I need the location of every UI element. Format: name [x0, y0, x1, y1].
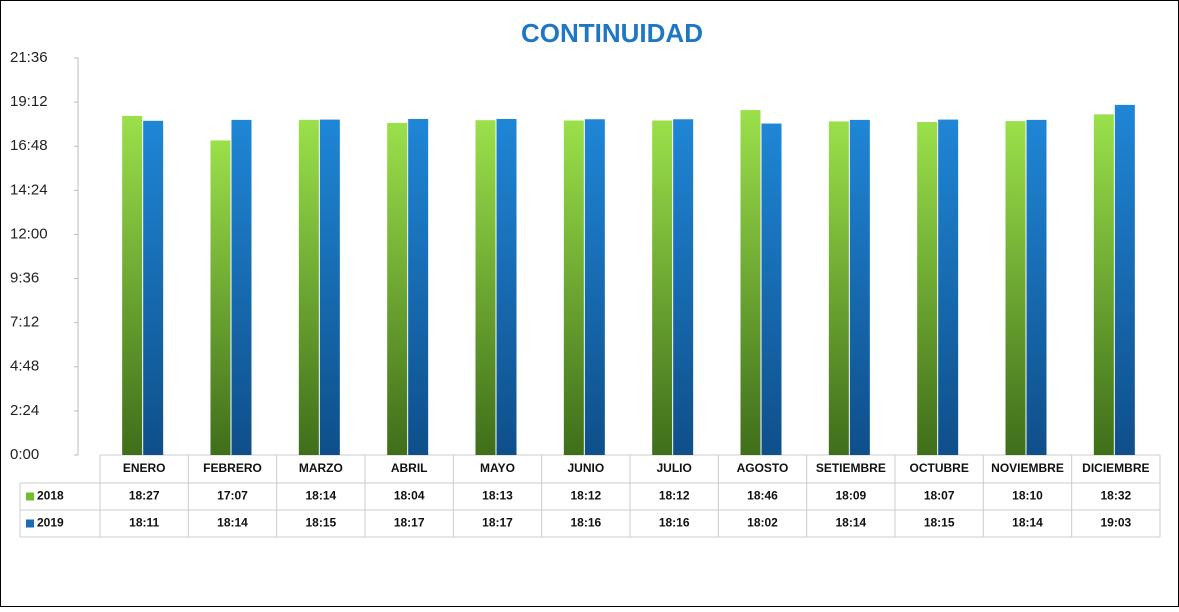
- data-label: 18:09: [835, 489, 866, 503]
- data-label: 18:32: [1100, 489, 1131, 503]
- x-tick-label: MAYO: [480, 461, 515, 475]
- bar: [475, 120, 496, 455]
- data-label: 18:12: [659, 489, 690, 503]
- y-tick-label: 2:24: [10, 402, 39, 419]
- y-tick-label: 12:00: [10, 225, 48, 242]
- y-tick-label: 21:36: [10, 49, 48, 66]
- data-label: 18:04: [394, 489, 425, 503]
- bar: [563, 120, 584, 456]
- data-label: 18:16: [570, 516, 601, 530]
- bar: [673, 119, 694, 455]
- bar: [387, 122, 408, 456]
- data-label: 18:11: [129, 516, 159, 530]
- bar: [1005, 121, 1026, 455]
- legend-label: 2018: [37, 489, 64, 503]
- data-label: 18:14: [217, 516, 248, 530]
- data-label: 18:17: [482, 516, 513, 530]
- bar: [938, 119, 959, 455]
- legend-key: [26, 492, 34, 501]
- data-label: 18:10: [1012, 489, 1043, 503]
- legend-key: [26, 519, 34, 528]
- bar: [740, 110, 761, 455]
- y-tick-label: 4:48: [10, 358, 39, 375]
- y-tick-label: 7:12: [10, 314, 39, 331]
- data-label: 19:03: [1100, 516, 1131, 530]
- x-tick-label: DICIEMBRE: [1082, 461, 1149, 475]
- bar: [319, 119, 340, 455]
- legend-label: 2019: [37, 516, 64, 530]
- data-label: 18:14: [1012, 516, 1043, 530]
- data-label: 18:14: [835, 516, 866, 530]
- bar: [1093, 114, 1114, 455]
- bar: [231, 119, 252, 456]
- bar: [828, 121, 849, 455]
- x-tick-label: ABRIL: [391, 461, 428, 475]
- data-label: 18:27: [129, 489, 160, 503]
- x-tick-label: AGOSTO: [737, 461, 789, 475]
- x-tick-label: OCTUBRE: [909, 461, 968, 475]
- y-tick-label: 19:12: [10, 93, 48, 110]
- bar: [298, 119, 319, 456]
- bar: [849, 119, 870, 456]
- data-label: 18:12: [570, 489, 601, 503]
- x-tick-label: NOVIEMBRE: [991, 461, 1064, 475]
- x-tick-label: SETIEMBRE: [816, 461, 886, 475]
- data-label: 18:17: [394, 516, 425, 530]
- y-tick-label: 0:00: [10, 446, 39, 463]
- bar: [408, 118, 429, 455]
- bar: [122, 115, 143, 455]
- bar: [1026, 119, 1047, 456]
- data-label: 18:13: [482, 489, 513, 503]
- bar: [652, 120, 673, 456]
- bar: [143, 120, 164, 456]
- y-tick-label: 16:48: [10, 137, 48, 154]
- x-tick-label: FEBRERO: [203, 461, 262, 475]
- data-label: 18:16: [659, 516, 690, 530]
- y-tick-label: 9:36: [10, 270, 39, 287]
- data-label: 18:46: [747, 489, 778, 503]
- x-tick-label: ENERO: [123, 461, 166, 475]
- bar: [761, 123, 782, 455]
- data-label: 18:07: [924, 489, 955, 503]
- data-label: 18:14: [305, 489, 336, 503]
- bar: [917, 122, 938, 456]
- bar: [210, 140, 231, 455]
- data-label: 18:15: [305, 516, 336, 530]
- x-tick-label: JUNIO: [567, 461, 604, 475]
- chart-title: CONTINUIDAD: [521, 18, 703, 48]
- y-tick-label: 14:24: [10, 181, 48, 198]
- x-tick-label: JULIO: [656, 461, 691, 475]
- bar: [584, 119, 605, 455]
- data-label: 17:07: [217, 489, 248, 503]
- x-tick-label: MARZO: [299, 461, 343, 475]
- bar: [1114, 104, 1135, 456]
- bar: [496, 118, 517, 455]
- data-label: 18:15: [924, 516, 955, 530]
- data-label: 18:02: [747, 516, 778, 530]
